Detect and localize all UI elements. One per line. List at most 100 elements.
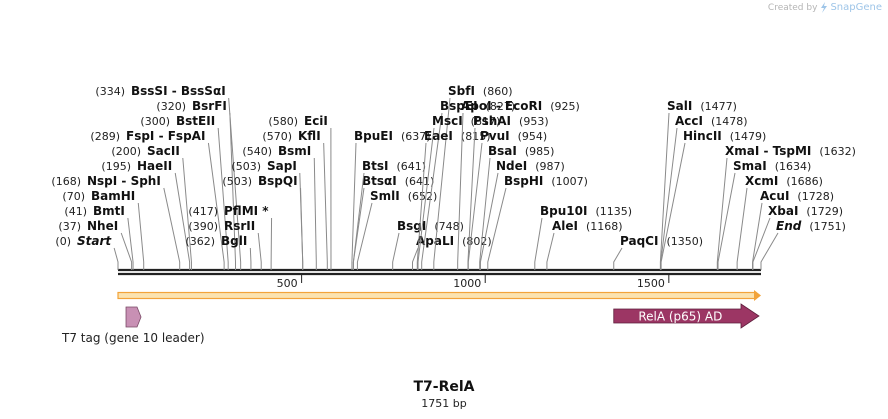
site-leader-line — [613, 247, 623, 270]
site-xcmi[interactable]: XcmI (1686) — [736, 174, 823, 270]
credit-brand: SnapGene — [830, 2, 882, 13]
site-position: (300) — [140, 115, 170, 128]
site-position: (570) — [262, 130, 292, 143]
site-position: (390) — [188, 220, 218, 233]
site-bpu10i[interactable]: Bpu10I (1135) — [534, 204, 632, 270]
site-end[interactable]: End (1751) — [760, 219, 846, 270]
site-name: BssSI - BssSαI — [131, 84, 226, 98]
site-bsrfi[interactable]: BsrFI (320) — [156, 99, 237, 270]
site-position: (925) — [550, 100, 580, 113]
site-name: NspI - SphI — [87, 174, 161, 188]
site-apoi-ecori[interactable]: ApoI - EcoRI (925) — [457, 99, 580, 270]
site-position: (289) — [90, 130, 120, 143]
site-xbai[interactable]: XbaI (1729) — [752, 204, 843, 270]
site-name: ApoI - EcoRI — [461, 99, 542, 113]
site-kfli[interactable]: KflI (570) — [262, 129, 328, 270]
site-name: EaeI — [424, 129, 453, 143]
site-sacii[interactable]: SacII (200) — [111, 144, 192, 270]
site-name: SacII — [147, 144, 180, 158]
site-position: (580) — [268, 115, 298, 128]
site-bsgi[interactable]: BsgI (748) — [392, 219, 464, 270]
site-leader-line — [182, 157, 192, 270]
feature-label-t7-tag: T7 tag (gene 10 leader) — [62, 331, 205, 345]
site-position: (817) — [471, 115, 501, 128]
feature-rela-p65-ad[interactable]: RelA (p65) AD — [613, 303, 760, 329]
site-name: FspI - FspAI — [126, 129, 205, 143]
site-bsteii[interactable]: BstEII (300) — [140, 114, 229, 270]
site-bamhi[interactable]: BamHI (70) — [62, 189, 145, 270]
site-leader-line — [313, 157, 317, 270]
site-leader-line — [467, 142, 483, 270]
site-leader-line — [174, 172, 191, 270]
site-rsrii[interactable]: RsrII (390) — [188, 219, 262, 270]
site-leader-line — [416, 142, 427, 270]
site-bgli[interactable]: BglI (362) — [185, 234, 252, 270]
site-position: (748) — [434, 220, 464, 233]
site-bsphi[interactable]: BspHI (1007) — [487, 174, 588, 270]
site-name: HaeII — [137, 159, 172, 173]
site-smai[interactable]: SmaI (1634) — [717, 159, 811, 270]
site-bpuei[interactable]: BpuEI (637) — [351, 129, 431, 270]
site-name: PflMI * — [224, 204, 269, 218]
site-leader-line — [120, 232, 133, 270]
site-position: (954) — [518, 130, 548, 143]
site-name: XbaI — [768, 204, 798, 218]
orf-bar[interactable] — [117, 291, 757, 300]
site-haeii[interactable]: HaeII (195) — [101, 159, 191, 270]
site-sapi[interactable]: SapI (503) — [231, 159, 304, 270]
site-bmti[interactable]: BmtI (41) — [64, 204, 134, 270]
site-pflmi[interactable]: PflMI * (417) — [188, 204, 273, 270]
orf-arrowhead — [754, 290, 761, 301]
site-leader-line — [412, 247, 419, 270]
feature-t7-tag[interactable] — [125, 306, 142, 328]
site-name: BglI — [221, 234, 247, 248]
site-leader-line — [457, 112, 464, 270]
site-name: BstEII — [176, 114, 215, 128]
site-position: (320) — [156, 100, 186, 113]
site-pvui[interactable]: PvuI (954) — [467, 129, 548, 270]
site-bsai[interactable]: BsaI (985) — [479, 144, 555, 270]
site-name: XcmI — [745, 174, 778, 188]
site-position: (1135) — [595, 205, 632, 218]
site-leader-line — [752, 217, 771, 270]
site-position: (70) — [62, 190, 85, 203]
site-bspei[interactable]: BspEI (827) — [421, 99, 515, 270]
site-leader-line — [351, 142, 357, 270]
site-position: (540) — [242, 145, 272, 158]
site-pshai[interactable]: PshAI (953) — [467, 114, 549, 270]
site-paqci[interactable]: PaqCI (1350) — [613, 234, 703, 270]
site-nspi-sphi[interactable]: NspI - SphI (168) — [51, 174, 181, 270]
site-ecii[interactable]: EciI (580) — [268, 114, 332, 270]
site-position: (1479) — [730, 130, 767, 143]
site-name: BsmI — [278, 144, 311, 158]
site-msci[interactable]: MscI (817) — [417, 114, 501, 270]
site-name: XmaI - TspMI — [725, 144, 811, 158]
site-leader-line — [217, 127, 229, 270]
site-start[interactable]: Start (0) — [55, 234, 119, 270]
site-eaei[interactable]: EaeI (815) — [416, 129, 491, 270]
plasmid-name: T7-RelA — [413, 379, 475, 395]
site-name: SmlI — [370, 189, 400, 203]
site-bsssi-bsss-i[interactable]: BssSI - BssSαI (334) — [95, 84, 242, 270]
site-name: BtsαI — [362, 174, 397, 188]
site-hincii[interactable]: HincII (1479) — [660, 129, 767, 270]
site-bspqi[interactable]: BspQI (503) — [222, 174, 304, 270]
site-leader-line — [660, 127, 678, 270]
site-sbfi[interactable]: SbfI (860) — [433, 84, 513, 270]
site-name: BsgI — [397, 219, 426, 233]
site-name: BsaI — [488, 144, 517, 158]
site-fspi-fspai[interactable]: FspI - FspAI (289) — [90, 129, 225, 270]
site-name: Bpu10I — [540, 204, 587, 218]
site-alei[interactable]: AleI (1168) — [546, 219, 623, 270]
site-leader-line — [392, 232, 400, 270]
site-nhei[interactable]: NheI (37) — [58, 219, 133, 270]
site-xmai-tspmi[interactable]: XmaI - TspMI (1632) — [716, 144, 856, 270]
site-btsi[interactable]: BtsI (641) — [352, 159, 426, 270]
site-leader-line — [479, 157, 491, 270]
feature-label-rela: RelA (p65) AD — [638, 310, 722, 324]
site-position: (168) — [51, 175, 81, 188]
site-position: (1350) — [666, 235, 703, 248]
site-ndei[interactable]: NdeI (987) — [479, 159, 565, 270]
site-bsmi[interactable]: BsmI (540) — [242, 144, 317, 270]
